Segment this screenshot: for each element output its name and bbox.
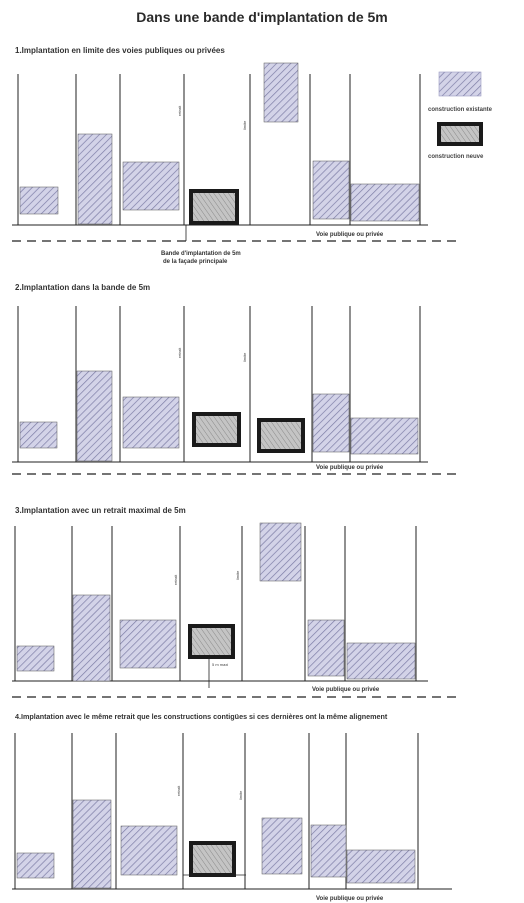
road-label: Voie publique ou privée <box>312 687 380 693</box>
existing-building <box>263 62 299 123</box>
legend-existing-label: construction existante <box>428 107 493 113</box>
panel-3-title: 3.Implantation avec un retrait maximal d… <box>15 506 186 515</box>
panel-2-diagram: retrait limite Voie publique ou privée <box>12 306 462 475</box>
existing-building <box>19 421 58 449</box>
svg-text:limite: limite <box>242 352 247 362</box>
panel-4-title: 4.Implantation avec le même retrait que … <box>15 712 388 721</box>
svg-text:retrait: retrait <box>176 785 181 796</box>
page-title: Dans une bande d'implantation de 5m <box>136 9 388 25</box>
new-building <box>192 412 241 447</box>
legend-existing-swatch <box>438 71 482 97</box>
existing-building <box>310 824 347 878</box>
legend-new-label: construction neuve <box>428 154 484 160</box>
existing-building <box>16 645 55 672</box>
existing-building <box>122 161 180 211</box>
existing-building <box>119 619 177 669</box>
band-label-line1: Bande d'implantation de 5m <box>161 251 241 257</box>
new-building <box>189 189 239 225</box>
existing-building <box>346 849 416 884</box>
existing-building <box>346 642 416 680</box>
existing-building <box>312 160 350 220</box>
svg-text:limite: limite <box>235 570 240 580</box>
existing-building <box>19 186 59 215</box>
existing-building <box>307 619 345 677</box>
panel-3-diagram: 5 m maxi retrait limite Voie publique ou… <box>12 522 462 698</box>
road-label: Voie publique ou privée <box>316 465 384 471</box>
panel-2-title: 2.Implantation dans la bande de 5m <box>15 283 151 292</box>
new-building <box>189 841 236 877</box>
dimension-label: 5 m maxi <box>212 662 228 667</box>
svg-text:limite: limite <box>238 790 243 800</box>
svg-text:retrait: retrait <box>177 347 182 358</box>
existing-building <box>350 183 420 222</box>
existing-building <box>16 852 55 879</box>
new-building <box>257 418 305 453</box>
existing-building <box>350 417 419 455</box>
legend-swatches <box>437 71 483 146</box>
road-label: Voie publique ou privée <box>316 896 384 902</box>
svg-text:limite: limite <box>242 120 247 130</box>
existing-building <box>259 522 302 582</box>
panel-1-title: 1.Implantation en limite des voies publi… <box>15 46 225 55</box>
svg-text:retrait: retrait <box>173 574 178 585</box>
road-label: Voie publique ou privée <box>316 232 384 238</box>
existing-building <box>77 133 113 225</box>
existing-building <box>261 817 303 875</box>
panel-1-diagram: retrait limite Bande d'implantation de 5… <box>12 62 462 265</box>
existing-building <box>72 799 112 889</box>
existing-building <box>76 370 113 462</box>
band-label-line2: de la façade principale <box>163 259 228 265</box>
new-building <box>188 624 235 659</box>
existing-building <box>312 393 350 453</box>
existing-building <box>72 594 111 682</box>
svg-text:retrait: retrait <box>177 105 182 116</box>
legend-new-swatch <box>437 122 483 146</box>
existing-building <box>122 396 180 449</box>
existing-building <box>120 825 178 876</box>
